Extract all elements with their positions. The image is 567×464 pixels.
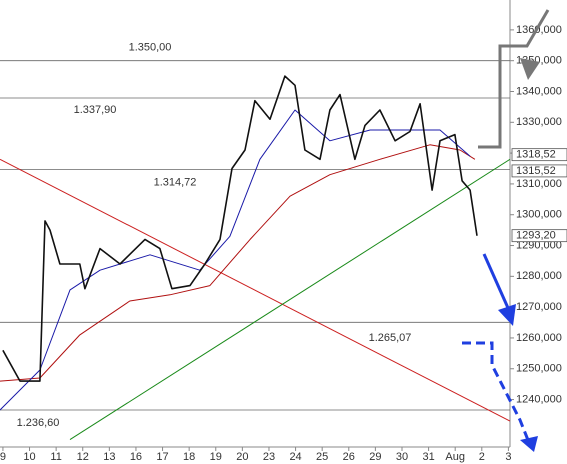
y-tick-label: 1330,000 — [516, 116, 562, 128]
x-tick-label: 20 — [236, 451, 248, 463]
x-tick-label: 16 — [130, 451, 142, 463]
x-tick-label: 23 — [263, 451, 275, 463]
x-tick-label: 25 — [316, 451, 328, 463]
x-tick-label: 3 — [505, 451, 511, 463]
y-tick-label: 1300,000 — [516, 209, 562, 221]
trendline — [69, 158, 511, 441]
plot-area — [0, 0, 510, 447]
x-tick-label: 26 — [343, 451, 355, 463]
y-tick-label: 1310,000 — [516, 178, 562, 190]
x-tick-label: 11 — [50, 451, 61, 463]
series-line — [0, 109, 471, 411]
x-tick-label: 13 — [103, 451, 115, 463]
y-tick-label: 1360,000 — [516, 24, 562, 36]
x-tick-label: 31 — [422, 451, 434, 463]
level-label: 1.350,00 — [129, 42, 172, 54]
x-tick-label: 24 — [289, 451, 301, 463]
level-label: 1.236,60 — [17, 417, 60, 429]
y-tick-label: 1290,000 — [516, 239, 562, 251]
level-label: 1.314,72 — [154, 176, 197, 188]
series-line — [0, 144, 476, 382]
x-tick-label: 12 — [77, 451, 89, 463]
gray-arrow-head — [520, 58, 540, 80]
y-tick-label: 1280,000 — [516, 270, 562, 282]
level-label: 1.265,07 — [369, 332, 412, 344]
price-tag-label: 1293,20 — [516, 230, 556, 242]
y-tick-label: 1270,000 — [516, 301, 562, 313]
marks: 1240,000 1250,000 1260,000 1270,000 1280,000… — [0, 24, 567, 463]
trendline — [0, 158, 511, 422]
x-tick-label: 10 — [23, 451, 35, 463]
y-tick-label: 1340,000 — [516, 85, 562, 97]
gray-projection-arrow — [478, 9, 550, 149]
price-tag — [511, 164, 567, 178]
price-tag-label: 1315,52 — [516, 165, 556, 177]
blue-dashed-head — [520, 436, 538, 452]
y-tick-label: 1250,000 — [516, 363, 562, 375]
x-tick-label: Aug — [445, 451, 465, 463]
price-tag — [511, 148, 567, 162]
x-tick-label: 9 — [0, 451, 6, 463]
blue-arrow-head — [498, 304, 516, 326]
series-line — [2, 75, 478, 382]
price-tag-label: 1318,52 — [516, 149, 556, 161]
x-tick-label: 29 — [369, 451, 381, 463]
x-tick-label: 2 — [479, 451, 485, 463]
blue-dashed-projection — [462, 341, 532, 446]
x-tick-label: 30 — [396, 451, 408, 463]
level-label: 1.337,90 — [74, 104, 117, 116]
y-tick-label: 1240,000 — [516, 393, 562, 405]
x-tick-label: 17 — [156, 451, 168, 463]
y-tick-label: 1260,000 — [516, 332, 562, 344]
blue-arrow — [482, 253, 510, 309]
price-tag — [511, 229, 567, 243]
x-tick-label: 19 — [210, 451, 222, 463]
x-tick-label: 18 — [183, 451, 195, 463]
